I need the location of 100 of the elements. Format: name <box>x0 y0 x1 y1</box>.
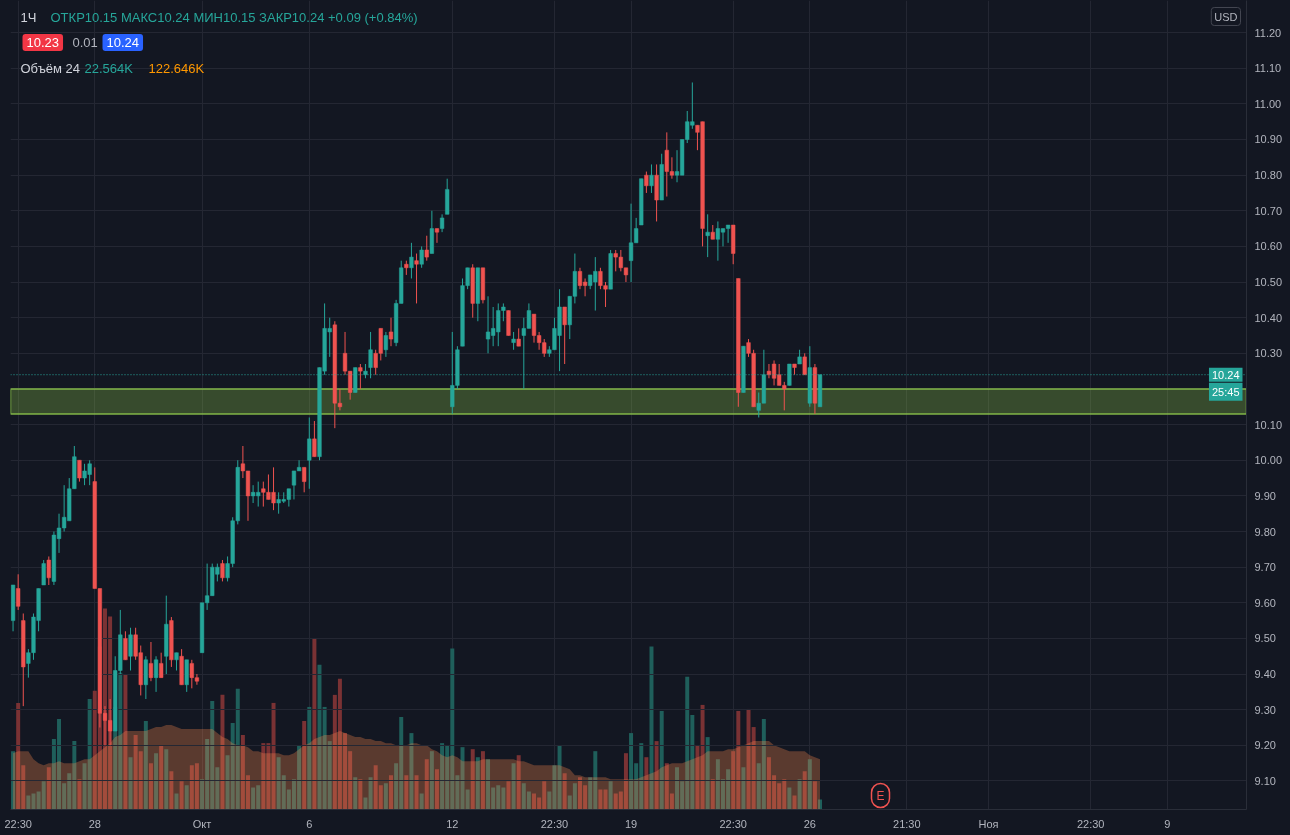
candlestick <box>77 459 82 483</box>
x-tick-label: 28 <box>88 817 101 830</box>
bar <box>424 759 429 810</box>
candlestick <box>16 573 21 611</box>
candlestick <box>414 253 419 304</box>
bar <box>11 751 16 810</box>
bar <box>480 751 485 810</box>
x-tick-label: 12 <box>446 817 459 830</box>
annotation: 122.646K <box>148 61 205 76</box>
bar <box>169 771 174 810</box>
y-tick-label: 10.50 <box>1254 276 1283 289</box>
bar <box>389 775 393 810</box>
candlestick <box>562 306 567 365</box>
bar <box>807 759 812 810</box>
annotation: E <box>876 788 885 803</box>
bar <box>710 779 715 810</box>
bar <box>353 777 358 810</box>
annotation: Объём 24 <box>20 61 80 76</box>
bar <box>705 737 710 810</box>
bar <box>26 795 31 810</box>
bar <box>87 698 92 810</box>
bar <box>562 773 567 810</box>
bar <box>307 706 312 810</box>
text: ОТКР10.15 МАКС10.24 МИН10.15 ЗАКР10.24 +0.09 (+0.84%) <box>50 10 418 25</box>
bar <box>148 763 153 810</box>
bar <box>271 702 276 810</box>
bar <box>440 743 445 810</box>
bar <box>812 781 817 810</box>
annotation: 10.23 <box>26 35 60 50</box>
x-tick-label: Ноя <box>978 817 999 830</box>
candlestick <box>383 331 388 358</box>
y-tick-label: 11.10 <box>1254 62 1282 75</box>
y-tick-label: 10.30 <box>1254 347 1283 360</box>
candlestick <box>424 235 429 262</box>
bar <box>741 767 746 810</box>
candlestick <box>705 213 710 258</box>
bar <box>16 702 21 810</box>
x-tick-label: 19 <box>624 817 638 830</box>
candlestick <box>358 363 363 390</box>
bar <box>506 781 511 810</box>
candlestick <box>644 171 649 194</box>
bar <box>654 741 659 810</box>
bar <box>797 779 802 810</box>
bar <box>404 775 409 810</box>
bar <box>695 745 700 810</box>
x-tick-label: 21:30 <box>893 817 921 830</box>
bar <box>434 769 439 810</box>
x-tick-label: 22:30 <box>540 817 569 830</box>
bar <box>475 757 480 810</box>
x-tick-label: 6 <box>306 817 313 830</box>
y-tick-label: 9.10 <box>1254 774 1276 787</box>
y-tick-label: 10.90 <box>1254 133 1283 146</box>
annotation: 22.564K <box>84 61 134 76</box>
y-tick-label: 9.70 <box>1254 561 1276 574</box>
bar <box>123 674 128 810</box>
bar <box>383 783 388 810</box>
text: 1Ч <box>20 10 37 25</box>
bar <box>700 704 705 810</box>
bar <box>414 775 419 810</box>
candlestick <box>419 245 424 269</box>
bar <box>235 688 240 810</box>
y-tick-label: 10.60 <box>1254 240 1283 253</box>
bar <box>623 753 628 810</box>
candlestick <box>802 352 807 376</box>
annotation: USD <box>1214 10 1238 23</box>
candlestick <box>153 655 159 693</box>
annotation: 0.01 <box>72 35 98 50</box>
bar <box>818 799 823 810</box>
candlestick <box>388 317 394 347</box>
candlestick <box>159 652 164 679</box>
bar <box>154 753 159 810</box>
bar <box>164 749 169 810</box>
y-tick-label: 9.60 <box>1254 596 1276 609</box>
y-tick-label: 10.80 <box>1254 169 1283 182</box>
ref-line-label: 10.24 <box>1211 368 1240 381</box>
candlestick <box>434 228 440 244</box>
bar <box>429 751 434 810</box>
annotation: 10.24 <box>106 35 140 50</box>
bar <box>77 779 82 810</box>
bar <box>409 733 414 810</box>
y-tick-label: 10.40 <box>1254 311 1283 324</box>
bar <box>368 777 373 810</box>
candlestick <box>41 559 46 586</box>
y-tick-label: 9.20 <box>1254 739 1276 752</box>
bar <box>358 779 363 810</box>
bar <box>792 795 797 810</box>
bar <box>251 787 256 810</box>
bar <box>557 745 562 810</box>
bar <box>174 793 179 810</box>
bar <box>644 757 649 810</box>
bar <box>312 638 317 810</box>
annotation: 25:45 <box>1211 385 1240 398</box>
candlestick <box>128 627 133 672</box>
bar <box>675 767 680 810</box>
bar <box>516 755 521 810</box>
bar <box>194 763 199 810</box>
bar <box>486 759 491 810</box>
y-tick-label: 10.10 <box>1254 418 1283 431</box>
y-tick-label: 9.50 <box>1254 632 1276 645</box>
bar <box>787 787 792 810</box>
